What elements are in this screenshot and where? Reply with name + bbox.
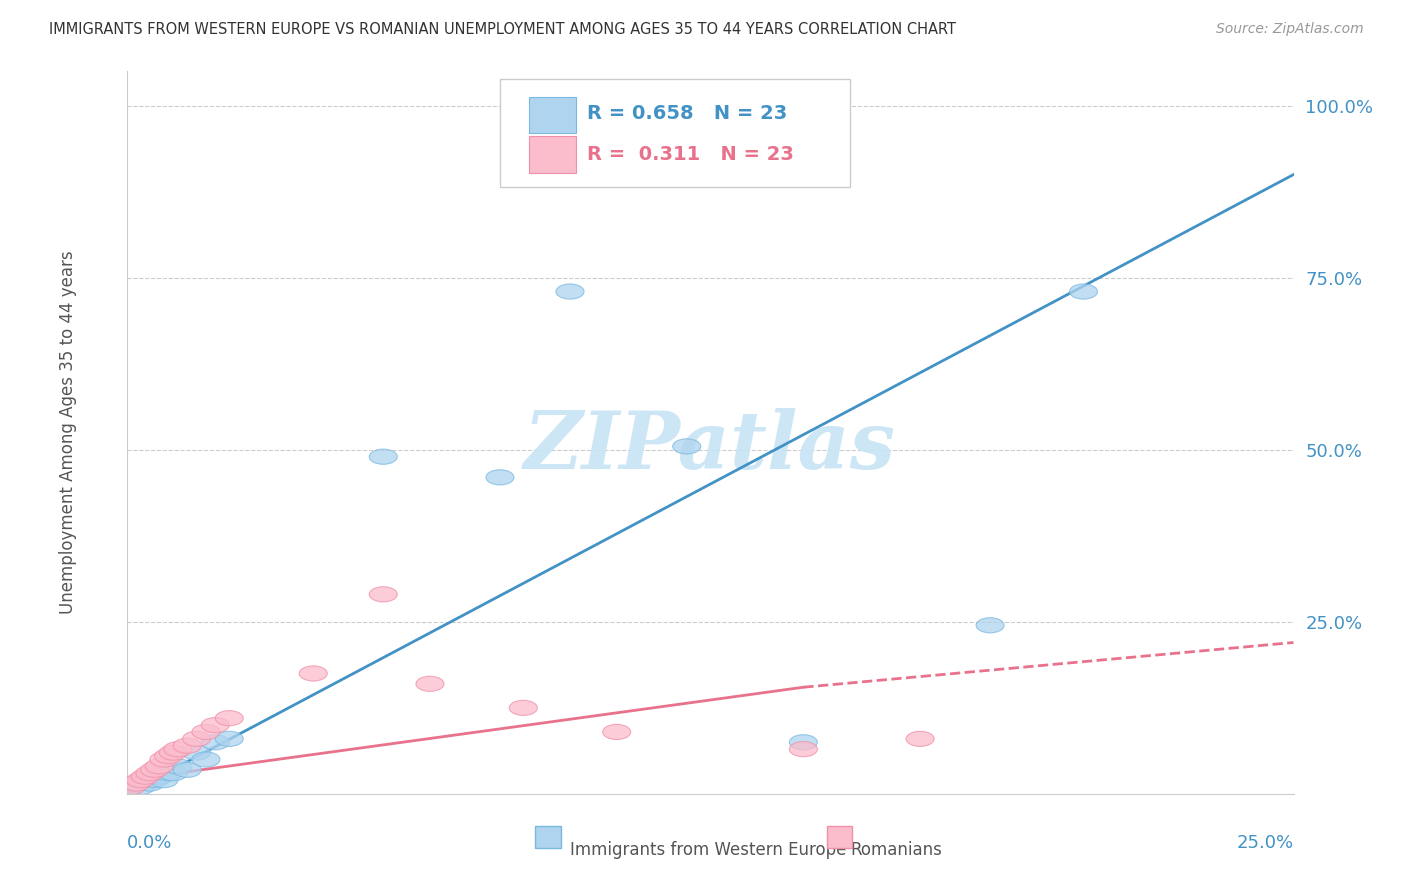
Ellipse shape — [136, 776, 165, 791]
Ellipse shape — [141, 772, 169, 788]
Ellipse shape — [155, 765, 183, 780]
Ellipse shape — [789, 735, 817, 750]
Ellipse shape — [136, 765, 165, 780]
Text: R =  0.311   N = 23: R = 0.311 N = 23 — [588, 145, 794, 164]
Ellipse shape — [1070, 284, 1098, 299]
Ellipse shape — [370, 587, 398, 602]
Ellipse shape — [122, 776, 150, 791]
Ellipse shape — [299, 666, 328, 681]
Ellipse shape — [183, 731, 211, 747]
FancyBboxPatch shape — [529, 136, 576, 172]
Ellipse shape — [127, 780, 155, 795]
Text: Source: ZipAtlas.com: Source: ZipAtlas.com — [1216, 22, 1364, 37]
Ellipse shape — [215, 711, 243, 726]
Ellipse shape — [789, 741, 817, 756]
FancyBboxPatch shape — [534, 826, 561, 848]
Ellipse shape — [370, 450, 398, 464]
Text: Romanians: Romanians — [851, 841, 942, 859]
Ellipse shape — [486, 470, 515, 485]
FancyBboxPatch shape — [827, 826, 852, 848]
Ellipse shape — [159, 745, 187, 760]
Ellipse shape — [215, 731, 243, 747]
Text: 0.0%: 0.0% — [127, 834, 172, 852]
Ellipse shape — [122, 776, 150, 791]
Ellipse shape — [191, 752, 219, 767]
Ellipse shape — [201, 717, 229, 732]
Text: Unemployment Among Ages 35 to 44 years: Unemployment Among Ages 35 to 44 years — [59, 251, 77, 615]
Ellipse shape — [159, 765, 187, 780]
Ellipse shape — [155, 748, 183, 764]
Ellipse shape — [183, 745, 211, 760]
Ellipse shape — [145, 769, 173, 784]
Text: IMMIGRANTS FROM WESTERN EUROPE VS ROMANIAN UNEMPLOYMENT AMONG AGES 35 TO 44 YEAR: IMMIGRANTS FROM WESTERN EUROPE VS ROMANI… — [49, 22, 956, 37]
Text: ZIPatlas: ZIPatlas — [524, 409, 896, 486]
Text: Immigrants from Western Europe: Immigrants from Western Europe — [569, 841, 846, 859]
Ellipse shape — [555, 284, 583, 299]
Ellipse shape — [117, 780, 145, 795]
Ellipse shape — [117, 780, 145, 795]
Ellipse shape — [603, 724, 631, 739]
Ellipse shape — [173, 739, 201, 753]
Text: R = 0.658   N = 23: R = 0.658 N = 23 — [588, 103, 787, 123]
Ellipse shape — [976, 618, 1004, 632]
Ellipse shape — [672, 439, 700, 454]
Ellipse shape — [150, 772, 179, 788]
Ellipse shape — [165, 759, 191, 774]
FancyBboxPatch shape — [529, 96, 576, 133]
Ellipse shape — [145, 759, 173, 774]
Ellipse shape — [165, 741, 191, 756]
Ellipse shape — [150, 752, 179, 767]
Ellipse shape — [905, 731, 934, 747]
Ellipse shape — [131, 772, 159, 788]
Ellipse shape — [173, 763, 201, 777]
Ellipse shape — [141, 763, 169, 777]
Ellipse shape — [131, 769, 159, 784]
Text: 25.0%: 25.0% — [1236, 834, 1294, 852]
Ellipse shape — [416, 676, 444, 691]
Ellipse shape — [191, 724, 219, 739]
Ellipse shape — [509, 700, 537, 715]
FancyBboxPatch shape — [501, 78, 851, 187]
Ellipse shape — [201, 735, 229, 750]
Ellipse shape — [127, 772, 155, 788]
